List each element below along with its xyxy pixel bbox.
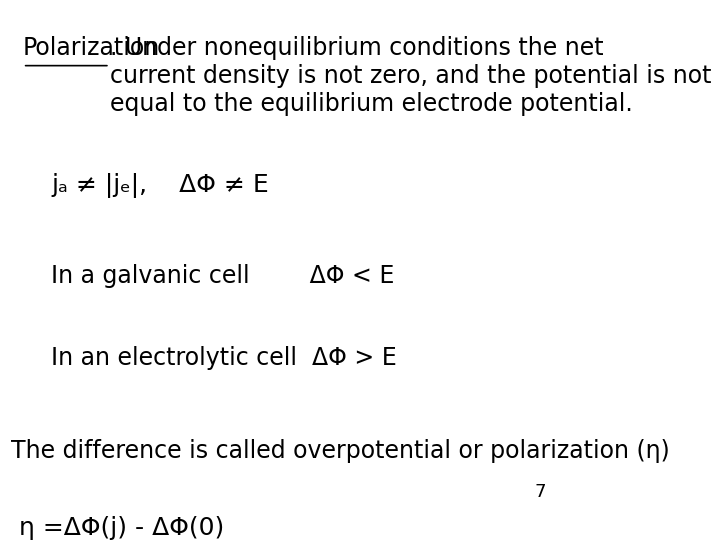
- Text: Polarization: Polarization: [23, 36, 160, 60]
- Text: jₐ ≠ |jₑ|,    ΔΦ ≠ E: jₐ ≠ |jₑ|, ΔΦ ≠ E: [51, 173, 269, 198]
- Text: η =ΔΦ(j) - ΔΦ(0): η =ΔΦ(j) - ΔΦ(0): [12, 516, 225, 540]
- Text: In a galvanic cell        ΔΦ < E: In a galvanic cell ΔΦ < E: [51, 264, 395, 288]
- Text: 7: 7: [534, 483, 546, 501]
- Text: In an electrolytic cell  ΔΦ > E: In an electrolytic cell ΔΦ > E: [51, 346, 397, 370]
- Text: . Under nonequilibrium conditions the net
current density is not zero, and the p: . Under nonequilibrium conditions the ne…: [109, 36, 711, 116]
- Text: The difference is called overpotential or polarization (η): The difference is called overpotential o…: [12, 440, 670, 463]
